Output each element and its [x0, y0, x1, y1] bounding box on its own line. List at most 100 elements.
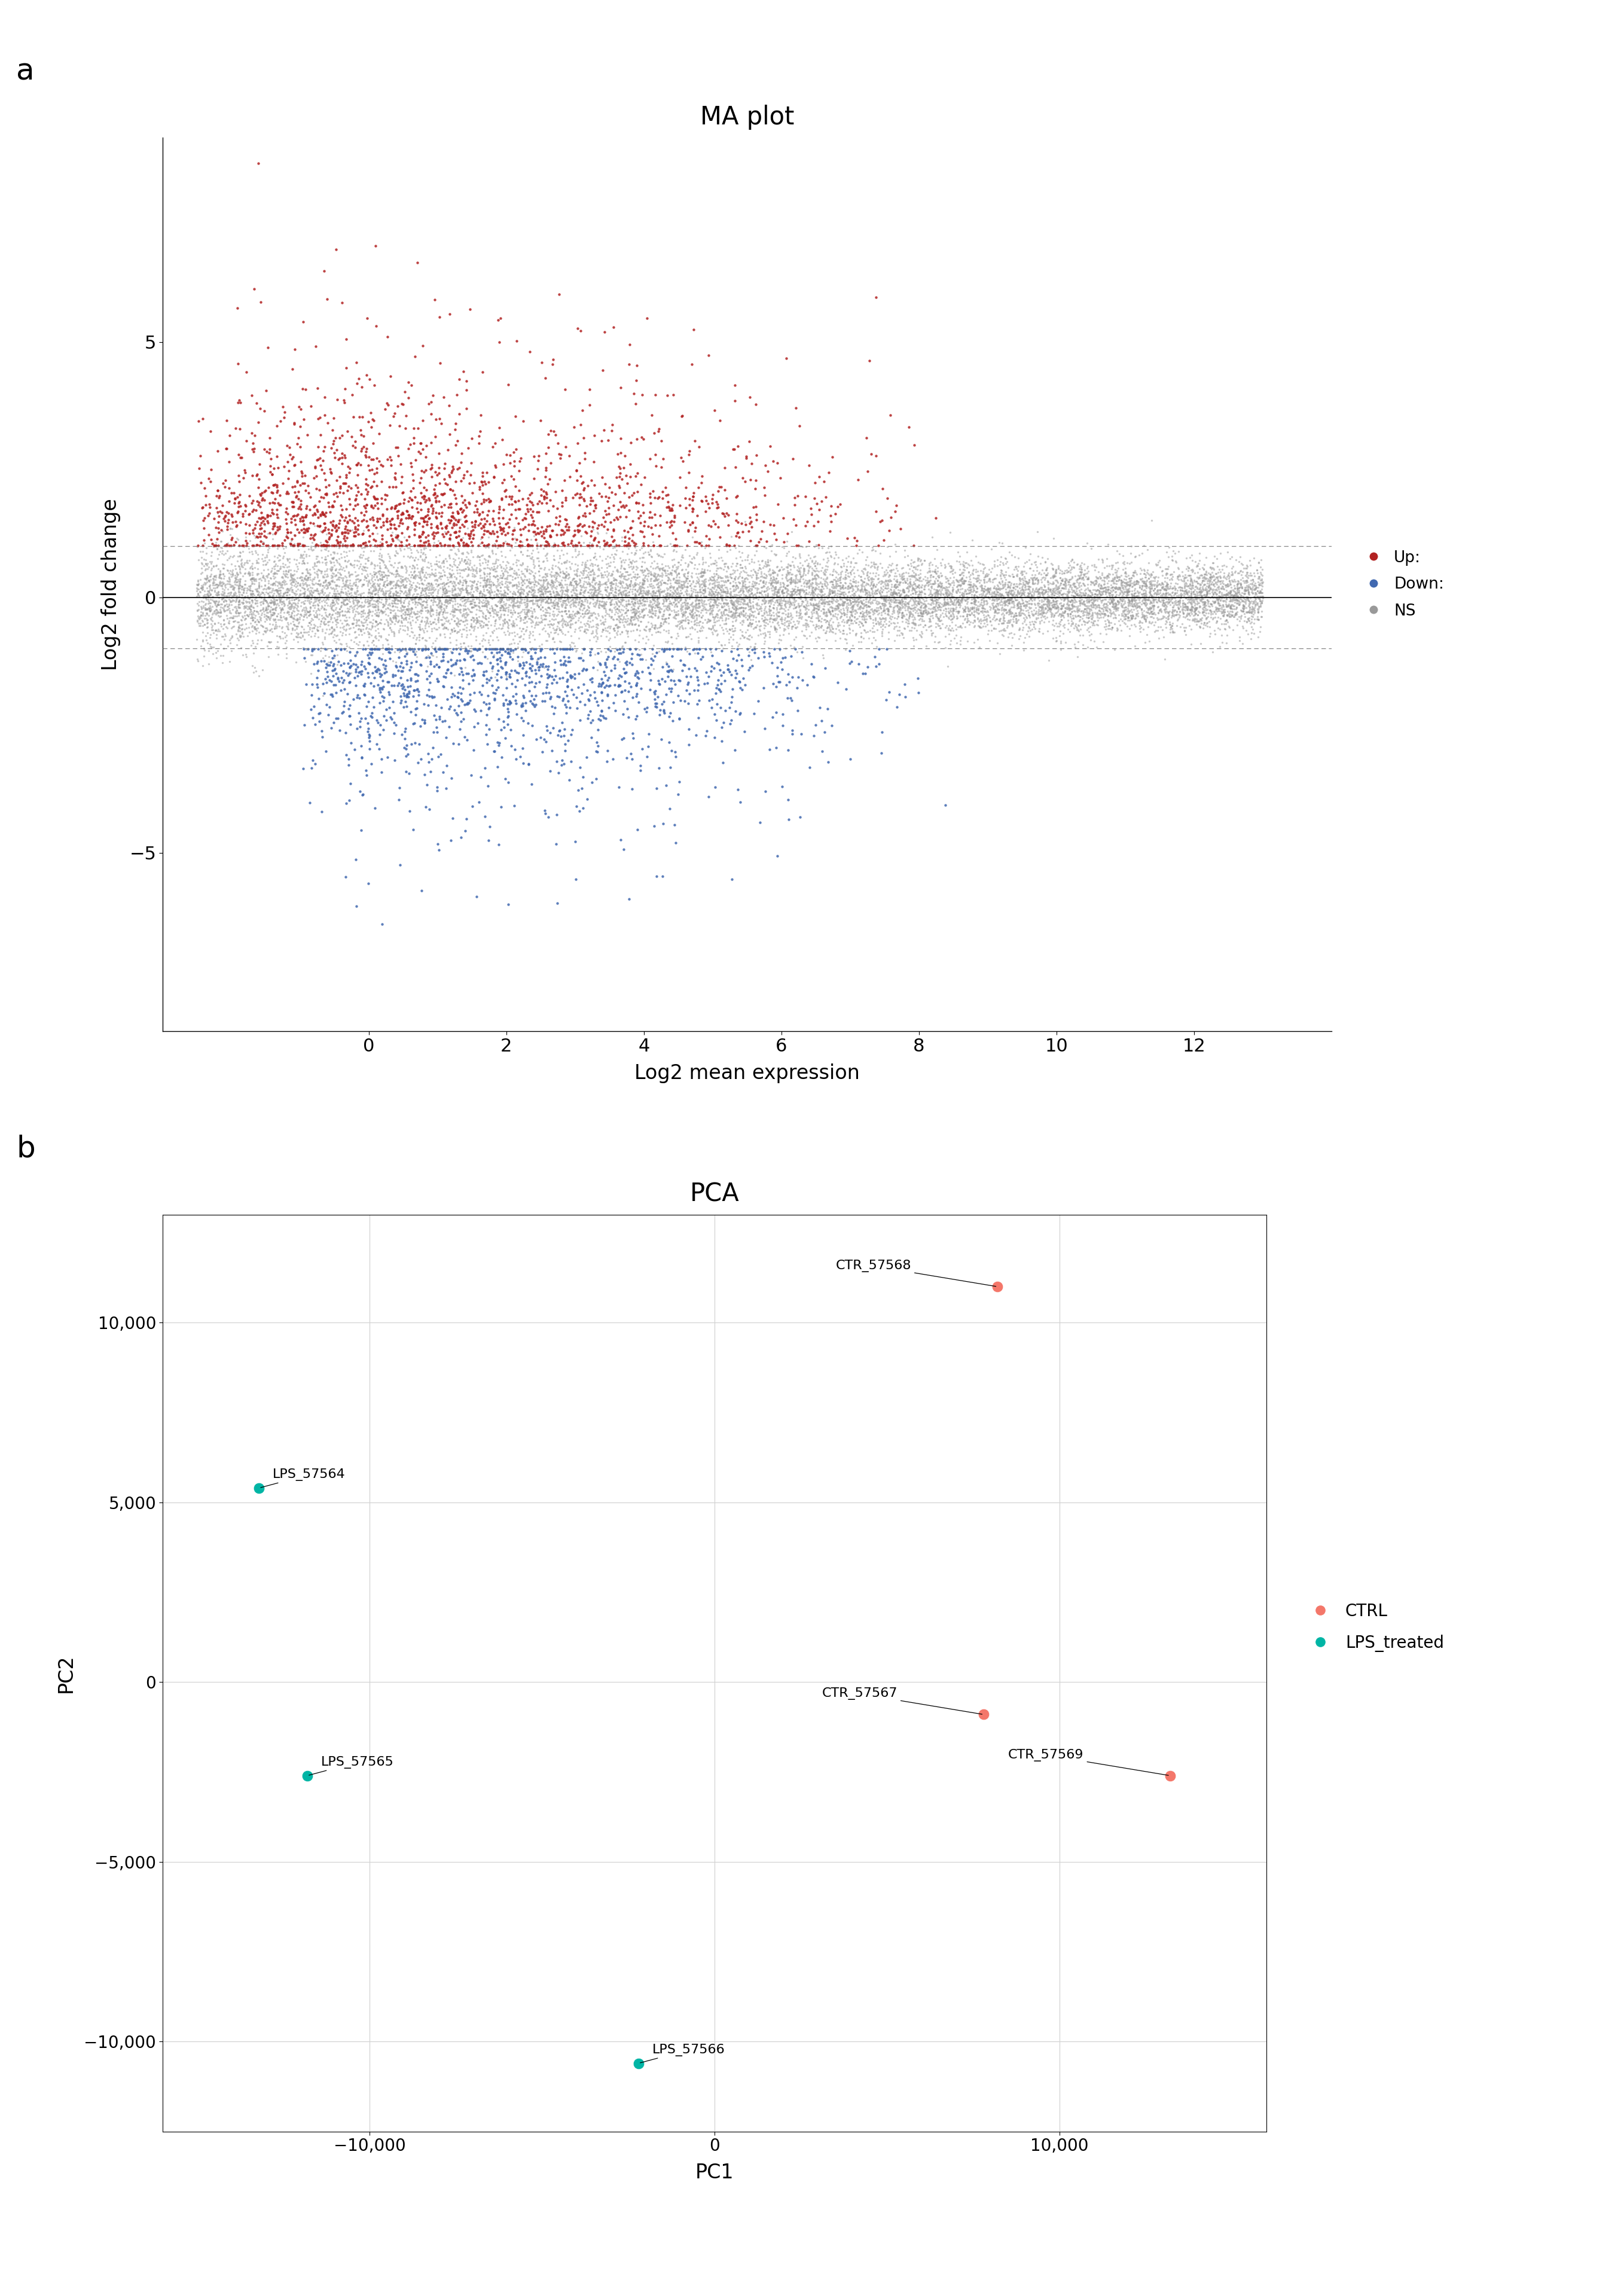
Point — [1017, 619, 1043, 656]
Point — [632, 564, 658, 601]
Point — [705, 490, 731, 527]
Point — [888, 587, 914, 623]
Point — [419, 637, 445, 674]
Point — [1093, 584, 1119, 621]
Point — [680, 539, 706, 575]
Point — [525, 582, 551, 619]
Point — [474, 564, 500, 601]
Point — [430, 545, 456, 582]
Point — [814, 543, 840, 580]
Point — [664, 603, 690, 639]
Point — [1207, 587, 1233, 623]
Point — [419, 516, 445, 552]
Point — [260, 584, 286, 621]
Point — [206, 477, 232, 513]
Point — [1244, 575, 1270, 612]
Point — [1051, 594, 1077, 630]
Point — [1140, 578, 1166, 614]
Point — [541, 711, 567, 747]
Point — [1026, 555, 1052, 591]
Point — [315, 568, 341, 605]
Point — [1182, 589, 1208, 626]
Point — [791, 550, 817, 587]
Point — [745, 612, 771, 649]
Point — [700, 587, 726, 623]
Point — [987, 571, 1013, 607]
Point — [817, 571, 843, 607]
Point — [1171, 594, 1197, 630]
Point — [417, 587, 443, 623]
Point — [1155, 566, 1181, 603]
Point — [650, 555, 676, 591]
Point — [354, 541, 380, 578]
Point — [937, 559, 963, 596]
Point — [523, 605, 549, 642]
Point — [1052, 568, 1078, 605]
Point — [557, 582, 583, 619]
Point — [841, 582, 867, 619]
Point — [209, 555, 235, 591]
Point — [568, 607, 594, 644]
Point — [539, 564, 565, 601]
Point — [235, 552, 261, 589]
Point — [599, 740, 625, 777]
Point — [1017, 598, 1043, 635]
Point — [435, 431, 461, 468]
Point — [195, 591, 221, 628]
Point — [869, 596, 895, 633]
Point — [383, 552, 409, 589]
Point — [1109, 578, 1135, 614]
Point — [590, 529, 615, 566]
Point — [599, 474, 625, 511]
Point — [1237, 591, 1263, 628]
Point — [705, 672, 731, 708]
Point — [447, 513, 473, 550]
Point — [521, 685, 547, 722]
Point — [333, 598, 359, 635]
Point — [526, 552, 552, 589]
Point — [507, 603, 533, 639]
Point — [606, 568, 632, 605]
Point — [317, 564, 343, 601]
Point — [1059, 594, 1085, 630]
Point — [934, 559, 960, 596]
Point — [408, 575, 434, 612]
Point — [659, 532, 685, 568]
Point — [827, 578, 853, 614]
Point — [1112, 601, 1138, 637]
Point — [1192, 589, 1218, 626]
Point — [802, 543, 828, 580]
Point — [346, 681, 372, 717]
Point — [648, 550, 674, 587]
Point — [430, 610, 456, 646]
Point — [391, 601, 417, 637]
Point — [361, 520, 387, 557]
Point — [252, 580, 278, 617]
Point — [1197, 575, 1223, 612]
Point — [1112, 573, 1138, 610]
Point — [281, 621, 307, 658]
Point — [950, 543, 976, 580]
Point — [297, 589, 323, 626]
Point — [1148, 601, 1174, 637]
Point — [406, 598, 432, 635]
Point — [417, 754, 443, 791]
Point — [365, 442, 391, 479]
Point — [1112, 582, 1138, 619]
Point — [945, 582, 971, 619]
Point — [500, 678, 526, 715]
Point — [489, 587, 515, 623]
Point — [292, 559, 318, 596]
Point — [547, 646, 573, 683]
Point — [372, 587, 398, 623]
Point — [640, 578, 666, 614]
Point — [438, 575, 464, 612]
Point — [1174, 594, 1200, 630]
Point — [1199, 594, 1224, 630]
Point — [1127, 610, 1153, 646]
Point — [476, 623, 502, 660]
Point — [520, 582, 546, 619]
Point — [617, 580, 643, 617]
Point — [508, 612, 534, 649]
Point — [628, 594, 654, 630]
